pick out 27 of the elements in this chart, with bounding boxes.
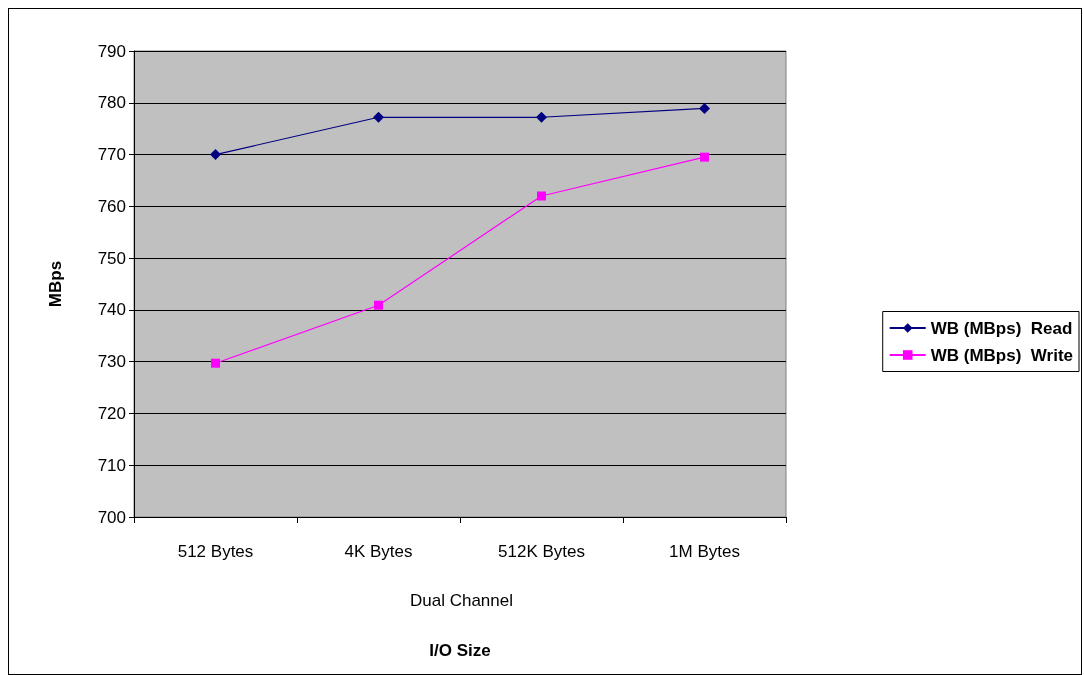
text: Dual Channel (410, 591, 514, 610)
point (537, 191, 546, 201)
y-tick-label: 770 (97, 145, 126, 165)
point (374, 300, 383, 310)
x-tick-label: 512K Bytes (498, 542, 585, 561)
y-tick-label: 790 (97, 41, 126, 61)
y-tick-label: 740 (97, 300, 126, 320)
point (536, 111, 547, 123)
x-tick-label: 512 Bytes (177, 542, 254, 561)
legend-label: WB (MBps) Read (930, 318, 1073, 338)
y-tick-label: 730 (97, 352, 126, 372)
point (373, 111, 384, 123)
y-tick-label: 750 (97, 248, 126, 268)
x-tick-label: 4K Bytes (344, 542, 413, 561)
point (210, 149, 221, 161)
point (700, 152, 709, 162)
x-axis-title: I/O Size (429, 641, 491, 660)
y-tick-label: 760 (97, 196, 126, 216)
y-tick-label: 720 (97, 403, 126, 423)
point (699, 102, 710, 114)
x-tick-label: 1M Bytes (669, 542, 740, 561)
y-tick-label: 780 (97, 93, 126, 113)
y-axis-title: MBps (46, 260, 65, 308)
legend-label: WB (MBps) Write (930, 345, 1074, 365)
y-tick-label: 710 (97, 455, 126, 475)
point (211, 358, 220, 368)
y-tick-label: 700 (97, 507, 126, 527)
